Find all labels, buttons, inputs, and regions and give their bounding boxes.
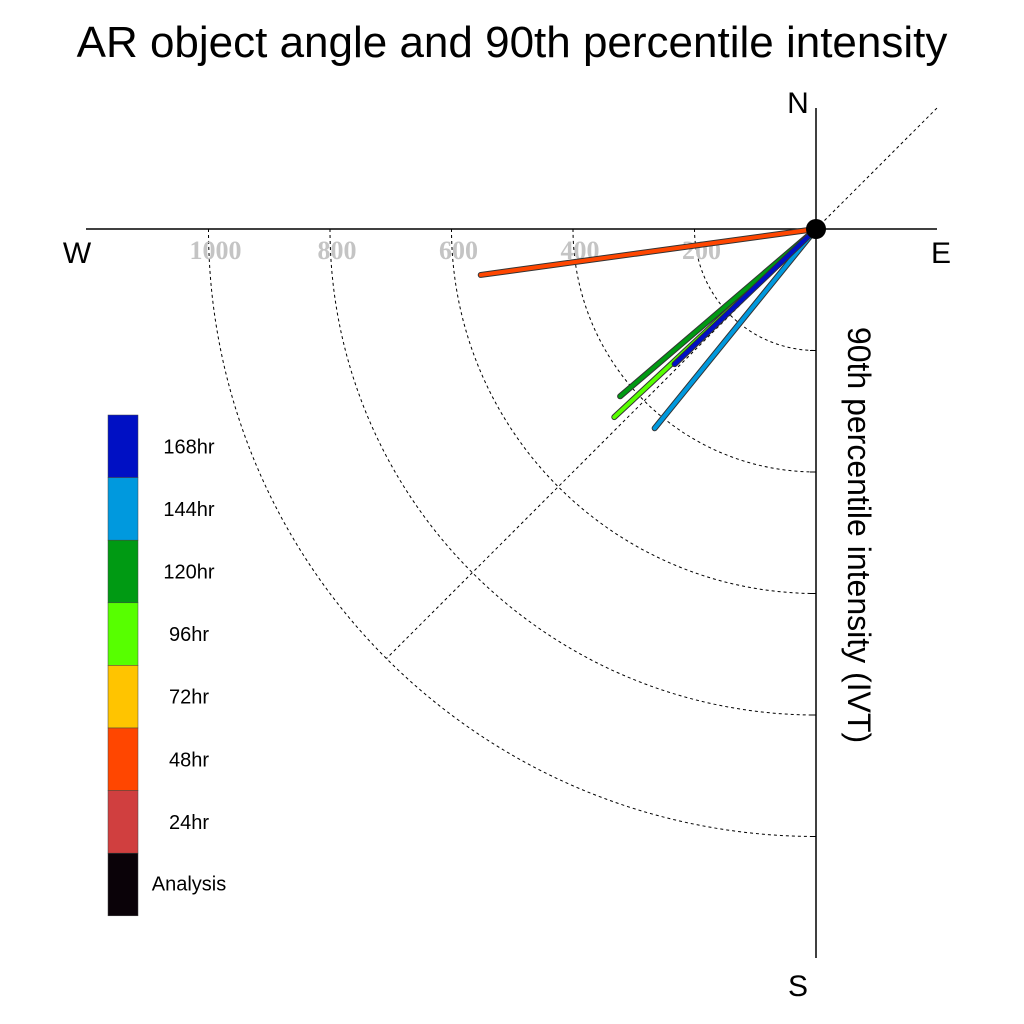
radial-tick-label-600: 600 [439,236,478,265]
legend-swatch-analysis [107,852,139,917]
legend-label-120hr: 120hr [163,562,214,584]
radial-ring-800 [329,228,817,716]
radial-ring-600 [451,228,817,594]
legend-swatch-24hr [107,790,139,854]
compass-south-label: S [788,970,808,1003]
legend-label-analysis: Analysis [152,874,226,896]
radial-ring-200 [694,228,817,351]
radial-tick-label-1000: 1000 [190,236,242,265]
y-axis-label: 90th percentile intensity (IVT) [841,327,877,743]
vector-168hr [672,227,818,367]
legend: 168hr 144hr 120hr 96hr 72hr 48hr 24hr Analysis [107,414,226,917]
chart-title: AR object angle and 90th percentile inte… [77,18,948,67]
legend-swatch-168hr [107,414,139,478]
legend-label-168hr: 168hr [163,436,214,458]
compass-north-label: N [787,87,809,120]
legend-swatch-72hr [107,665,139,729]
radial-ring-1000 [208,228,817,837]
legend-swatch-96hr [107,602,139,666]
diagonal-sw [386,228,817,659]
ar-vectors [477,226,819,432]
legend-label-96hr: 96hr [169,624,209,646]
origin-marker [806,219,826,239]
legend-label-48hr: 48hr [169,749,209,771]
legend-swatch-144hr [107,477,139,541]
legend-label-24hr: 24hr [169,812,209,834]
radial-ring-400 [572,228,817,473]
compass-east-label: E [931,237,951,270]
vector-144hr [652,227,818,431]
diagonal-ne [815,106,939,230]
radial-grid [208,228,817,837]
legend-label-144hr: 144hr [163,499,214,521]
legend-swatch-48hr [107,727,139,791]
legend-swatch-120hr [107,539,139,604]
legend-label-72hr: 72hr [169,687,209,709]
radial-tick-label-800: 800 [318,236,357,265]
vector-48hr [478,227,818,277]
compass-west-label: W [63,237,92,270]
